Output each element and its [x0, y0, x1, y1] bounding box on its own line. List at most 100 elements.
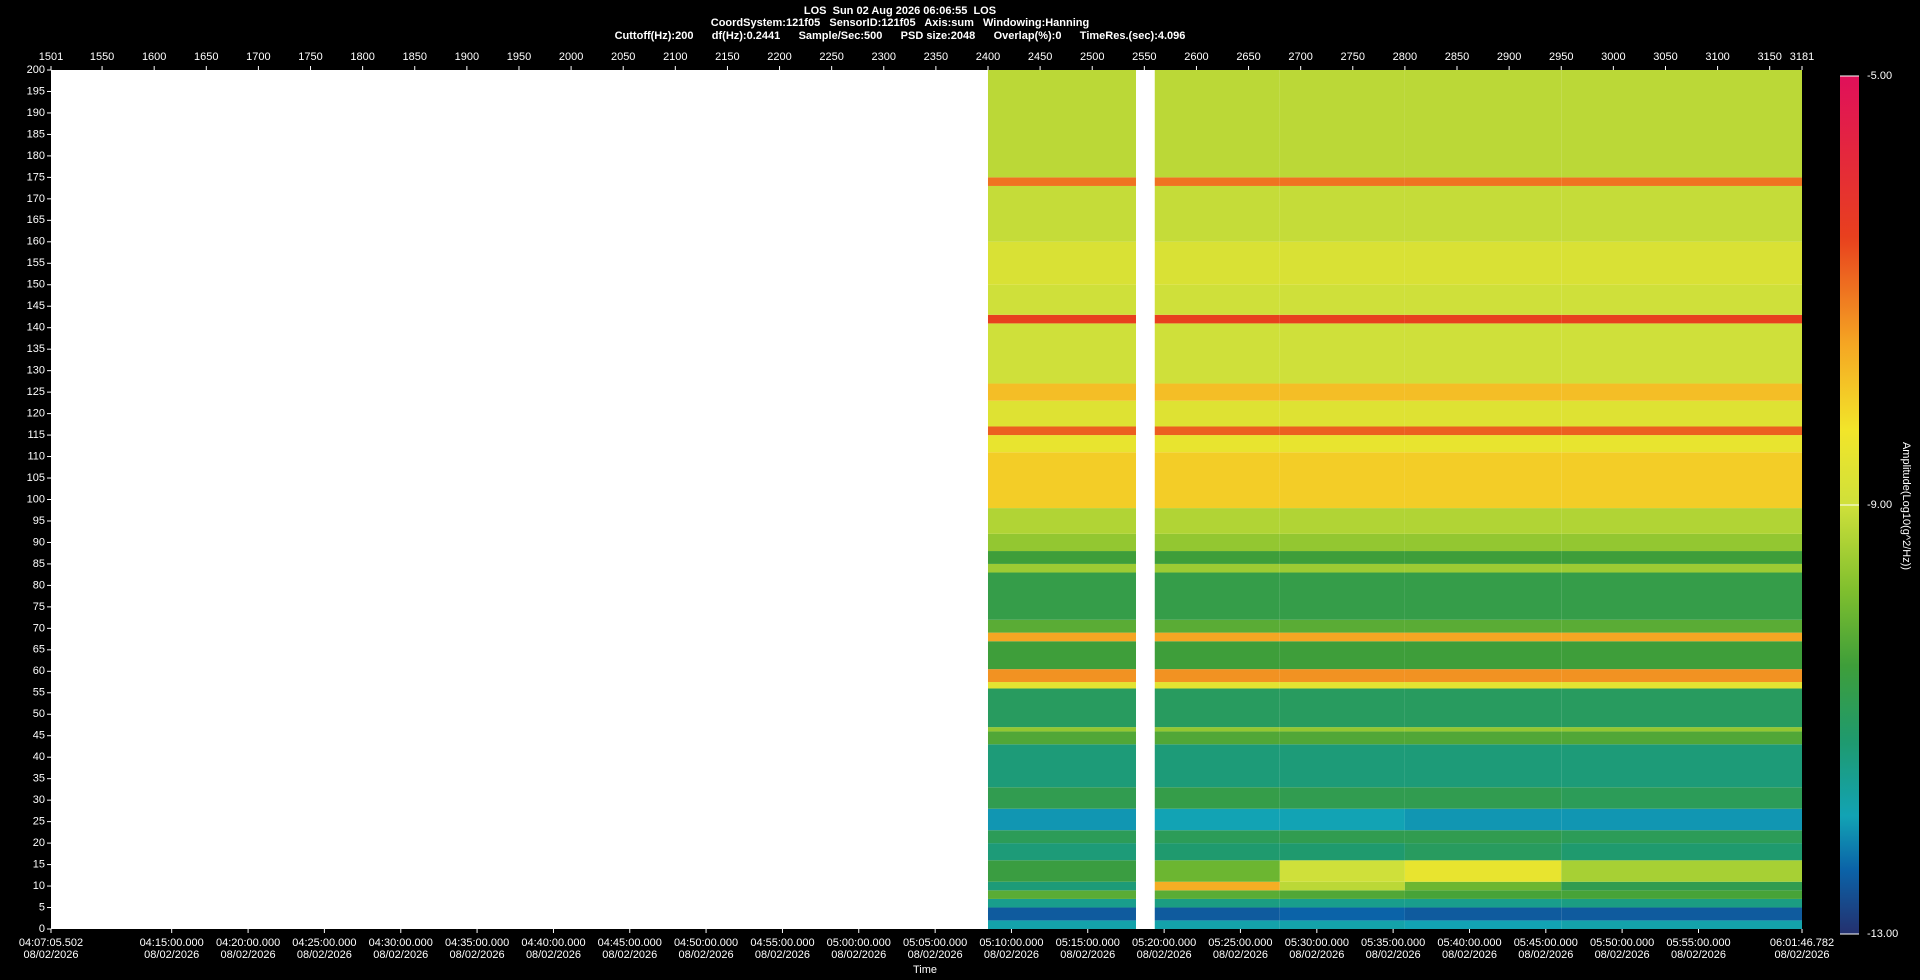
y-tick-label: 180 [27, 150, 45, 162]
x2-tick-label: 04:30:00.000 [369, 937, 433, 949]
x-tick-label: 3100 [1705, 51, 1729, 63]
heatmap-cell [987, 641, 1136, 670]
chart-title: LOS Sun 02 Aug 2026 06:06:55 LOS [804, 5, 996, 17]
heatmap-cell [1154, 177, 1280, 186]
heatmap-cell [1154, 727, 1280, 732]
y-tick-label: 175 [27, 171, 45, 183]
heatmap-cell [1154, 284, 1280, 315]
heatmap-cell [1154, 400, 1280, 427]
heatmap-cell [1154, 533, 1280, 552]
x2-tick-label: 05:00:00.000 [827, 937, 891, 949]
heatmap-cell [1154, 323, 1280, 384]
x-tick-label: 2250 [819, 51, 843, 63]
heatmap-cell [1154, 669, 1280, 683]
heatmap-cell [1154, 426, 1280, 436]
x2-tick-label: 05:40:00.000 [1437, 937, 1501, 949]
heatmap-cell [1561, 682, 1802, 689]
y-tick-label: 195 [27, 85, 45, 97]
x-tick-label: 3181 [1790, 51, 1814, 63]
y-tick-label: 20 [33, 837, 45, 849]
x2-tick-date: 08/02/2026 [1671, 949, 1726, 961]
colorbar-tick-label: -5.00 [1867, 70, 1892, 82]
heatmap-cell [1154, 830, 1280, 844]
x2-tick-date: 08/02/2026 [144, 949, 199, 961]
heatmap-cell [1561, 572, 1802, 620]
heatmap-cell [1404, 744, 1562, 788]
heatmap-cell [1279, 533, 1405, 552]
heatmap-cell [1561, 641, 1802, 670]
heatmap-cell [1279, 907, 1405, 921]
heatmap-cell [1404, 898, 1562, 908]
heatmap-cell [1404, 323, 1562, 384]
heatmap-cell [1279, 284, 1405, 315]
x2-tick-label: 04:15:00.000 [140, 937, 204, 949]
heatmap-cell [1561, 920, 1802, 929]
heatmap-cell [987, 731, 1136, 745]
heatmap-cell [1561, 907, 1802, 921]
heatmap-cell [1279, 383, 1405, 401]
heatmap-cell [1154, 185, 1280, 242]
heatmap-cell [987, 383, 1136, 401]
heatmap-cell [987, 323, 1136, 384]
heatmap-cell [1154, 898, 1280, 908]
heatmap-cell [987, 563, 1136, 573]
x2-tick-label: 05:45:00.000 [1514, 937, 1578, 949]
heatmap-cell [1404, 727, 1562, 732]
y-tick-label: 110 [27, 450, 45, 462]
x2-tick-date: 08/02/2026 [1137, 949, 1192, 961]
heatmap-cell [1279, 787, 1405, 809]
heatmap-cell [1561, 435, 1802, 453]
x2-tick-label: 04:45:00.000 [598, 937, 662, 949]
y-tick-label: 75 [33, 601, 45, 613]
heatmap-cell [1154, 241, 1280, 285]
heatmap-cell [1279, 669, 1405, 683]
y-tick-label: 30 [33, 794, 45, 806]
heatmap-cell [1561, 731, 1802, 745]
heatmap-cell [1561, 808, 1802, 831]
heatmap-cell [1279, 920, 1405, 929]
heatmap-cell [987, 70, 1136, 178]
x-tick-label: 2100 [663, 51, 687, 63]
y-tick-label: 170 [27, 193, 45, 205]
heatmap-cell [987, 688, 1136, 728]
heatmap-cell [1404, 920, 1562, 929]
heatmap-cell [1279, 452, 1405, 509]
heatmap-cell [1404, 284, 1562, 315]
heatmap-cell [1154, 881, 1280, 891]
y-tick-label: 190 [27, 107, 45, 119]
heatmap-cell [1404, 682, 1562, 689]
heatmap-cell [1561, 314, 1802, 324]
x2-tick-date: 08/02/2026 [1289, 949, 1344, 961]
heatmap-cell [987, 185, 1136, 242]
heatmap-cell [1154, 920, 1280, 929]
x-tick-label: 1700 [246, 51, 270, 63]
heatmap-cell [1404, 860, 1562, 882]
heatmap-cell [1561, 843, 1802, 861]
x2-tick-date: 08/02/2026 [1774, 949, 1829, 961]
heatmap-cell [1279, 508, 1405, 534]
x-tick-label: 1501 [39, 51, 63, 63]
x2-tick-date: 08/02/2026 [602, 949, 657, 961]
heatmap-cell [1154, 907, 1280, 921]
heatmap-cell [1154, 452, 1280, 509]
y-tick-label: 120 [27, 408, 45, 420]
x-tick-label: 2300 [872, 51, 896, 63]
x2-tick-date: 08/02/2026 [1213, 949, 1268, 961]
x2-tick-label: 05:50:00.000 [1590, 937, 1654, 949]
heatmap-cell [1154, 808, 1280, 831]
heatmap-cell [1279, 744, 1405, 788]
y-tick-label: 165 [27, 214, 45, 226]
heatmap-cell [1404, 185, 1562, 242]
x2-tick-label: 05:55:00.000 [1666, 937, 1730, 949]
heatmap-cell [1561, 383, 1802, 401]
x2-tick-label: 05:15:00.000 [1056, 937, 1120, 949]
heatmap-cell [1279, 682, 1405, 689]
heatmap-cell [1561, 619, 1802, 633]
heatmap-cell [1154, 314, 1280, 324]
x2-tick-date: 08/02/2026 [908, 949, 963, 961]
y-tick-label: 55 [33, 687, 45, 699]
x-axis-title: Time [913, 964, 937, 976]
heatmap-cell [1154, 619, 1280, 633]
x2-tick-date: 08/02/2026 [1595, 949, 1650, 961]
